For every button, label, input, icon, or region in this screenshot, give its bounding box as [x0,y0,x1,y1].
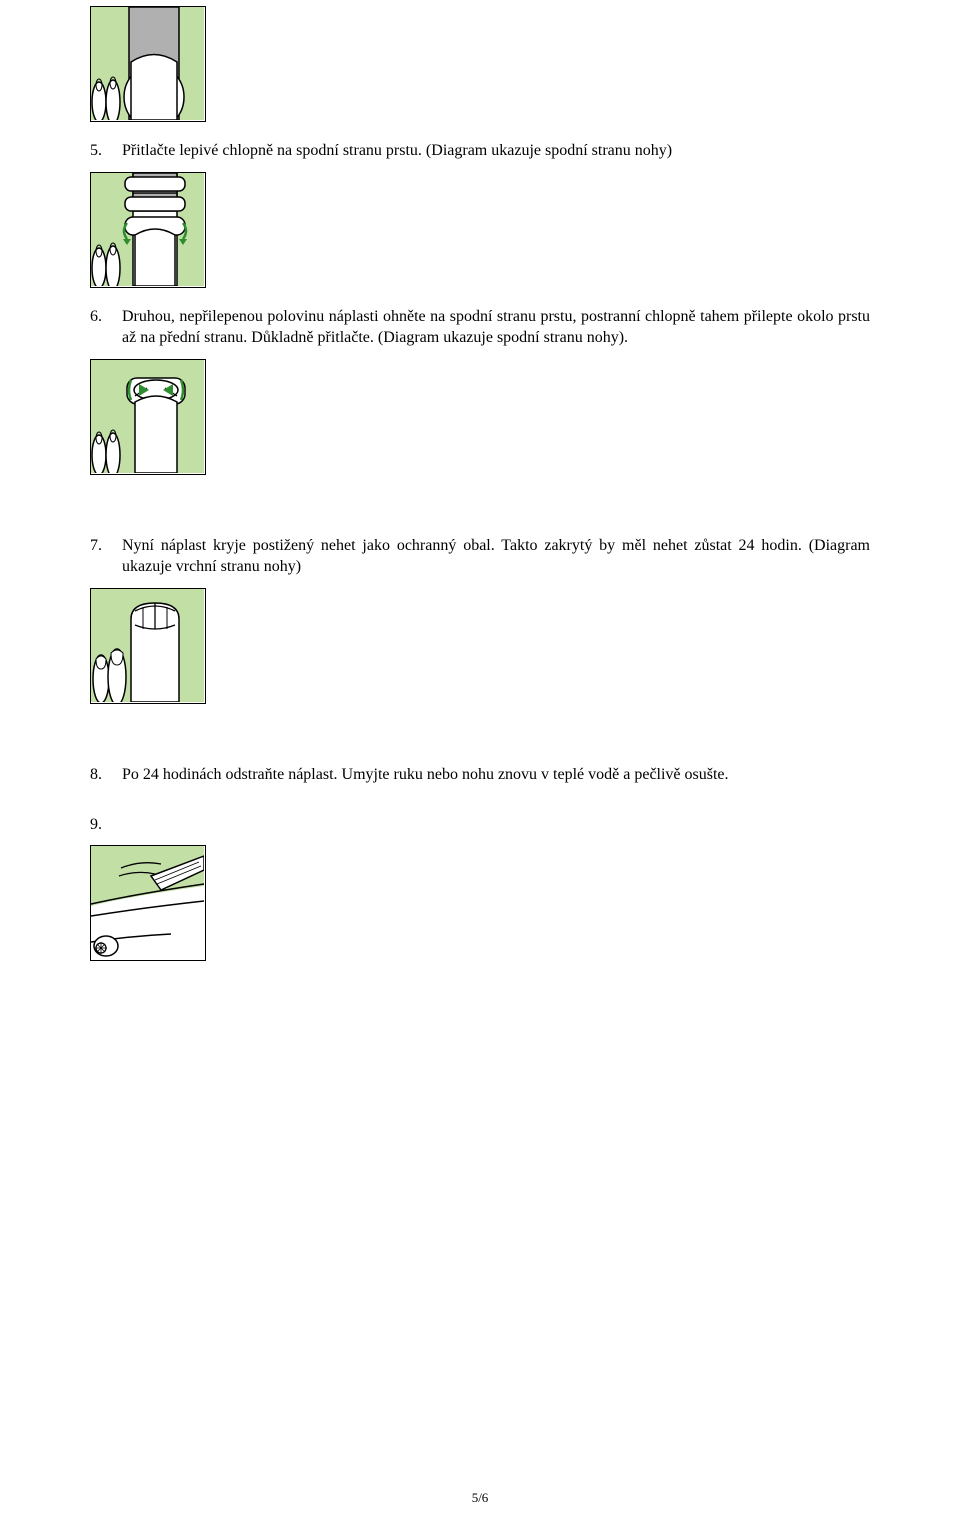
diagram-step9 [90,845,206,961]
step-8-number: 8. [90,764,112,786]
step-5-number: 5. [90,140,112,162]
step-6-number: 6. [90,306,112,349]
step-6: 6. Druhou, nepřilepenou polovinu náplast… [90,306,870,349]
step-8: 8. Po 24 hodinách odstraňte náplast. Umy… [90,764,870,786]
step-9: 9. [90,814,870,836]
diagram-step5-pre [90,6,206,122]
page-number: 5/6 [0,1490,960,1506]
step-9-number: 9. [90,816,102,833]
step-5-text: Přitlačte lepivé chlopně na spodní stran… [122,140,672,162]
diagram-step6 [90,359,206,475]
step-7: 7. Nyní náplast kryje postižený nehet ja… [90,535,870,578]
step-5: 5. Přitlačte lepivé chlopně na spodní st… [90,140,870,162]
step-8-text: Po 24 hodinách odstraňte náplast. Umyjte… [122,764,729,786]
step-7-number: 7. [90,535,112,578]
diagram-step5 [90,172,206,288]
step-6-text: Druhou, nepřilepenou polovinu náplasti o… [122,306,870,349]
diagram-step7 [90,588,206,704]
step-7-text: Nyní náplast kryje postižený nehet jako … [122,535,870,578]
